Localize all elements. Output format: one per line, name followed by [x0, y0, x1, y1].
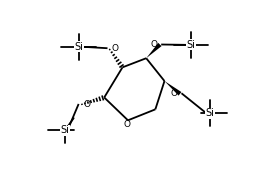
- Text: O: O: [112, 44, 118, 53]
- Polygon shape: [146, 43, 161, 58]
- Text: O: O: [83, 100, 90, 109]
- Text: Si: Si: [205, 108, 214, 118]
- Text: Si: Si: [74, 42, 83, 52]
- Polygon shape: [164, 81, 181, 96]
- Text: O: O: [170, 89, 177, 98]
- Text: O: O: [150, 40, 157, 49]
- Text: O: O: [124, 120, 131, 129]
- Text: Si: Si: [187, 40, 195, 50]
- Text: Si: Si: [60, 125, 69, 135]
